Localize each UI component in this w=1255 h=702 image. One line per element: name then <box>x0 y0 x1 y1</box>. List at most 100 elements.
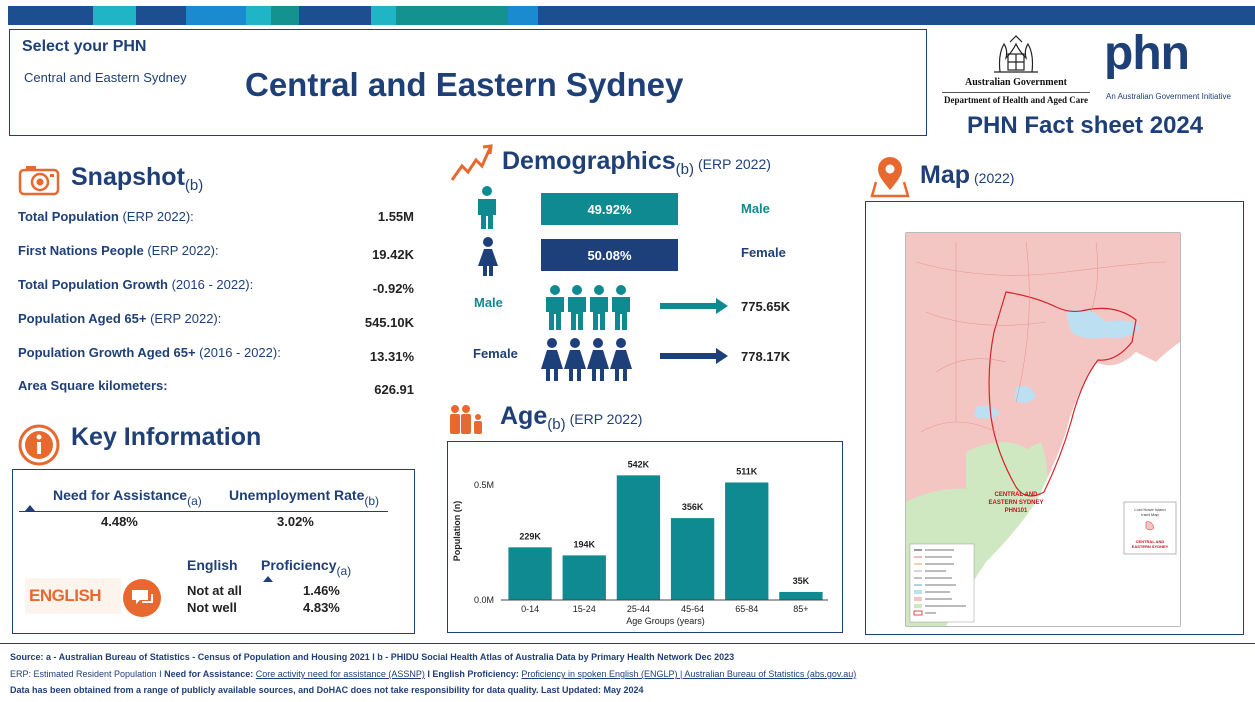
not-at-all-label: Not at all <box>187 583 242 598</box>
x-tick-label: 15-24 <box>573 604 596 614</box>
need-for-assistance-header: Need for Assistance(a) <box>53 487 202 508</box>
inset-region-1: CENTRAL AND <box>1136 539 1165 544</box>
map-panel: CENTRAL AND EASTERN SYDNEY PHN101 Lord H… <box>865 201 1244 635</box>
snapshot-row: Population Aged 65+ (ERP 2022): 545.10K <box>18 311 414 330</box>
map-pin-icon <box>870 157 910 198</box>
family-icon <box>450 405 482 434</box>
phn-dropdown-value[interactable]: Central and Eastern Sydney <box>24 70 187 85</box>
footer-source: Source: a - Australian Bureau of Statist… <box>10 652 735 662</box>
camera-icon <box>18 166 60 196</box>
gov-line-1: Australian Government <box>965 77 1067 88</box>
proficiency-header: Proficiency(a) <box>261 557 352 578</box>
page-title: Central and Eastern Sydney <box>245 66 684 103</box>
not-well-label: Not well <box>187 600 237 615</box>
footer: Source: a - Australian Bureau of Statist… <box>0 643 1255 695</box>
age-bar <box>670 518 715 600</box>
unemployment-rate-header: Unemployment Rate(b) <box>229 487 380 508</box>
snapshot-title: Snapshot(b) <box>71 163 204 194</box>
footer-disclaimer: Data has been obtained from a range of p… <box>10 685 644 695</box>
sort-triangle-icon <box>25 505 35 511</box>
bar-data-label: 35K <box>793 576 810 586</box>
female-figure-icon <box>541 338 563 381</box>
y-tick-label: 0.5M <box>474 480 494 490</box>
female-person-icon <box>478 237 498 276</box>
inset-label-2: Inset Map <box>1141 512 1159 517</box>
bar-data-label: 511K <box>736 466 758 476</box>
unemployment-rate-value: 3.02% <box>277 514 314 529</box>
fact-sheet-title: PHN Fact sheet 2024 <box>967 112 1204 139</box>
arrow-right-icon <box>660 348 728 364</box>
male-person-icon <box>478 186 496 229</box>
not-well-value: 4.83% <box>303 600 340 615</box>
english-label: English <box>187 557 238 573</box>
male-figure-icon <box>590 285 608 330</box>
bar-data-label: 229K <box>519 531 541 541</box>
phn-wordmark: phn <box>1104 27 1190 80</box>
female-group-icon <box>541 338 632 381</box>
male-percentage-bar: 49.92% <box>541 193 678 225</box>
snapshot-row: First Nations People (ERP 2022): 19.42K <box>18 243 414 262</box>
female-figure-icon <box>587 338 609 381</box>
need-for-assistance-value: 4.48% <box>101 514 138 529</box>
female-count-value: 778.17K <box>741 349 791 364</box>
male-figure-icon <box>612 285 630 330</box>
snapshot-row: Area Square kilometers: 626.91 <box>18 378 414 397</box>
male-label: Male <box>741 201 770 216</box>
demographics-title: Demographics(b) (ERP 2022) <box>502 147 771 178</box>
x-axis-label: Age Groups (years) <box>626 616 705 626</box>
bar-data-label: 356K <box>682 502 704 512</box>
male-group-icon <box>546 285 630 330</box>
age-title: Age(b) (ERP 2022) <box>500 402 643 433</box>
phn-selector-panel: Select your PHN Central and Eastern Sydn… <box>9 29 927 136</box>
australian-government-logo: Australian Government Department of Heal… <box>942 34 1090 105</box>
x-tick-label: 45-64 <box>681 604 704 614</box>
male-figure-icon <box>546 285 564 330</box>
arrow-right-icon <box>660 298 728 314</box>
englp-link[interactable]: Proficiency in spoken English (ENGLP) | … <box>521 669 857 679</box>
select-phn-label: Select your PHN <box>22 38 147 55</box>
key-information-panel: Need for Assistance(a) Unemployment Rate… <box>12 469 415 634</box>
assnp-link[interactable]: Core activity need for assistance (ASSNP… <box>255 669 425 679</box>
age-bar <box>779 591 823 600</box>
x-tick-label: 85+ <box>793 604 808 614</box>
map-region-label-2: EASTERN SYDNEY <box>988 500 1043 506</box>
female-figure-icon <box>564 338 586 381</box>
age-bar <box>616 475 661 600</box>
female-percentage-bar: 50.08% <box>541 239 678 271</box>
x-tick-label: 0-14 <box>521 604 539 614</box>
x-tick-label: 65-84 <box>735 604 758 614</box>
divider <box>19 511 388 512</box>
map-title: Map (2022) <box>920 161 1015 189</box>
snapshot-row: Population Growth Aged 65+ (2016 - 2022)… <box>18 345 414 364</box>
not-at-all-value: 1.46% <box>303 583 340 598</box>
inset-label-1: Lord Howe Island <box>1134 507 1165 512</box>
male-figure-icon <box>568 285 586 330</box>
coat-of-arms-icon <box>994 35 1038 73</box>
inset-region-2: EASTERN SYDNEY <box>1132 544 1169 549</box>
map-legend <box>909 543 975 623</box>
x-tick-label: 25-44 <box>627 604 650 614</box>
bar-data-label: 194K <box>573 539 595 549</box>
footer-definitions: ERP: Estimated Resident Population I Nee… <box>10 669 857 679</box>
info-icon <box>18 424 60 466</box>
trend-up-icon <box>450 144 493 181</box>
header-color-bar <box>8 6 1255 25</box>
phn-tagline: An Australian Government Initiative <box>1106 92 1231 101</box>
age-bar <box>562 555 606 600</box>
male-count-value: 775.65K <box>741 299 791 314</box>
english-badge: ENGLISH <box>25 578 121 614</box>
age-bar <box>725 482 769 600</box>
region-map[interactable]: CENTRAL AND EASTERN SYDNEY PHN101 Lord H… <box>866 202 1243 634</box>
map-region-label-1: CENTRAL AND <box>995 492 1039 498</box>
age-chart-panel: Population (n) 0.0M 0.5M 229K 0-14 194K 15-24 5… <box>447 441 843 633</box>
male-count-label: Male <box>474 295 503 310</box>
map-region-label-3: PHN101 <box>1005 508 1028 514</box>
y-tick-label: 0.0M <box>474 595 494 605</box>
age-bar-chart: Population (n) 0.0M 0.5M 229K 0-14 194K 15-24 5… <box>452 459 828 626</box>
snapshot-row: Total Population Growth (2016 - 2022): -0… <box>18 277 414 296</box>
gov-line-2: Department of Health and Aged Care <box>942 92 1090 105</box>
female-figure-icon <box>610 338 632 381</box>
age-bar <box>508 547 552 600</box>
female-label: Female <box>741 245 786 260</box>
female-count-label: Female <box>473 346 518 361</box>
